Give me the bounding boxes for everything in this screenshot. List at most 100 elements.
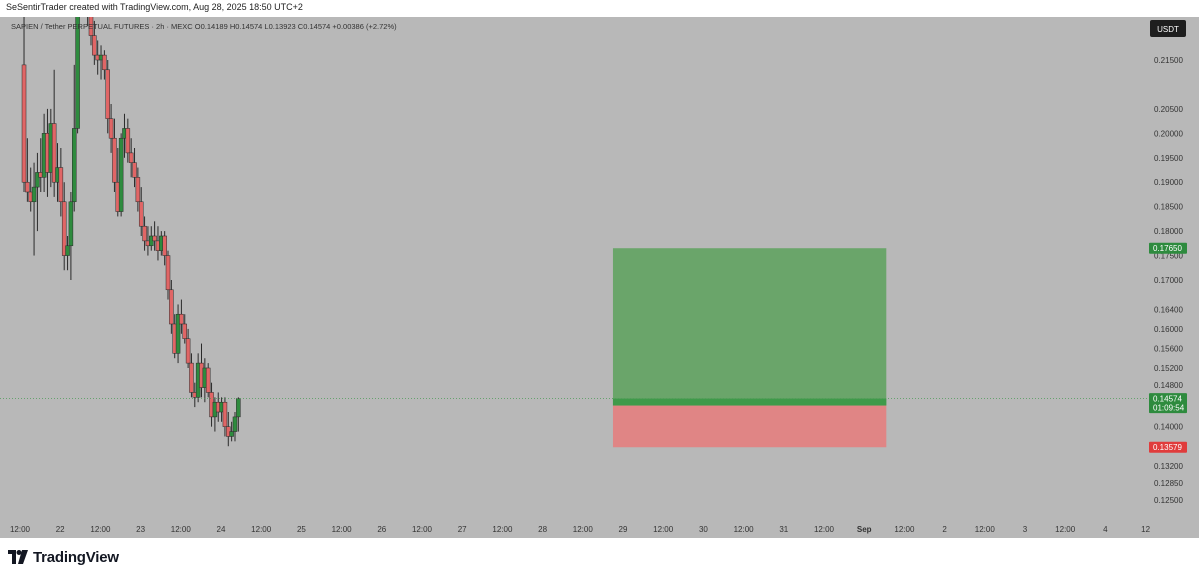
candle[interactable] xyxy=(236,397,241,432)
chart-legend: SAPIEN / Tether PERPETUAL FUTURES · 2h ·… xyxy=(11,22,397,31)
x-tick-label: 12:00 xyxy=(814,525,835,534)
candle[interactable] xyxy=(125,118,131,163)
y-tick-label: 0.14800 xyxy=(1154,381,1183,390)
stop-zone[interactable] xyxy=(612,405,887,448)
stop-price-badge: 0.13579 xyxy=(1149,441,1187,453)
y-tick-label: 0.20500 xyxy=(1154,105,1183,114)
candle-body xyxy=(229,431,234,437)
candle[interactable] xyxy=(71,64,77,212)
candle[interactable] xyxy=(61,182,67,271)
candle[interactable] xyxy=(138,187,144,236)
candle-body xyxy=(189,362,194,393)
x-tick-label: 2 xyxy=(942,525,947,534)
x-tick-label: 12:00 xyxy=(332,525,353,534)
candle[interactable] xyxy=(162,231,167,266)
candle[interactable] xyxy=(175,304,181,364)
y-tick-label: 0.13200 xyxy=(1154,462,1183,471)
candle-body xyxy=(102,54,107,71)
last-price-badge-countdown: 01:09:54 xyxy=(1153,404,1185,413)
candle[interactable] xyxy=(112,118,117,192)
candle[interactable] xyxy=(135,167,141,212)
candle-body xyxy=(185,338,191,364)
candle[interactable] xyxy=(179,299,184,334)
candle[interactable] xyxy=(35,152,40,232)
candle[interactable] xyxy=(169,280,174,334)
candle-body xyxy=(128,152,134,163)
candle-body xyxy=(92,35,97,56)
x-tick-label: 28 xyxy=(538,525,547,534)
x-tick-label: Sep xyxy=(857,525,872,534)
candle[interactable] xyxy=(58,148,64,217)
candle[interactable] xyxy=(108,104,114,153)
candle[interactable] xyxy=(232,412,238,442)
candle-body xyxy=(118,137,124,212)
candle[interactable] xyxy=(185,328,191,368)
candle-body xyxy=(112,137,117,183)
plot-background xyxy=(0,17,1199,538)
x-tick-label: 12:00 xyxy=(492,525,513,534)
candle-body xyxy=(232,416,238,432)
currency-badge-bg xyxy=(1150,20,1186,37)
currency-badge[interactable]: USDT xyxy=(1157,25,1179,34)
candle[interactable] xyxy=(31,162,37,256)
target-zone[interactable] xyxy=(612,248,887,406)
x-tick-label: 12:00 xyxy=(573,525,594,534)
candle[interactable] xyxy=(25,138,30,202)
x-tick-label: 12:00 xyxy=(734,525,755,534)
candle-body xyxy=(105,69,110,119)
candle[interactable] xyxy=(118,133,124,217)
candle-body xyxy=(51,123,57,183)
x-tick-label: 12:00 xyxy=(975,525,996,534)
candle-body xyxy=(108,118,114,139)
candle[interactable] xyxy=(142,216,147,251)
x-tick-label: 26 xyxy=(377,525,386,534)
candle[interactable] xyxy=(189,353,194,398)
candle[interactable] xyxy=(182,314,188,344)
candle-body xyxy=(236,398,241,418)
candle[interactable] xyxy=(165,250,171,300)
y-tick-label: 0.18000 xyxy=(1154,227,1183,236)
candle-body xyxy=(132,162,137,178)
x-tick-label: 12 xyxy=(1141,525,1150,534)
candle[interactable] xyxy=(102,50,107,80)
candle-body xyxy=(125,128,131,154)
candle[interactable] xyxy=(128,138,134,178)
y-tick-label: 0.17500 xyxy=(1154,252,1183,261)
candle[interactable] xyxy=(152,221,157,251)
candlestick-chart[interactable]: SAPIEN / Tether PERPETUAL FUTURES · 2h ·… xyxy=(0,0,1199,538)
y-tick-label: 0.15200 xyxy=(1154,364,1183,373)
y-tick-label: 0.18500 xyxy=(1154,203,1183,212)
candle[interactable] xyxy=(65,236,70,271)
x-tick-label: 12:00 xyxy=(894,525,915,534)
x-tick-label: 12:00 xyxy=(90,525,111,534)
footer: TradingView xyxy=(8,547,119,567)
candle[interactable] xyxy=(68,192,74,280)
y-tick-label: 0.21500 xyxy=(1154,56,1183,65)
candle-body xyxy=(175,313,181,354)
candle[interactable] xyxy=(132,148,137,188)
candle[interactable] xyxy=(51,69,57,197)
x-tick-label: 25 xyxy=(297,525,306,534)
y-tick-label: 0.14000 xyxy=(1154,423,1183,432)
candle[interactable] xyxy=(205,363,211,398)
candle[interactable] xyxy=(75,0,80,134)
candle-body xyxy=(71,128,77,203)
y-tick-label: 0.16400 xyxy=(1154,305,1183,314)
target-price-badge-label: 0.17650 xyxy=(1153,244,1182,253)
candle[interactable] xyxy=(21,6,27,192)
x-tick-label: 3 xyxy=(1023,525,1028,534)
chart-frame[interactable]: SAPIEN / Tether PERPETUAL FUTURES · 2h ·… xyxy=(0,0,1199,538)
candle[interactable] xyxy=(105,60,110,134)
target-price-badge: 0.17650 xyxy=(1149,242,1187,254)
candle-body xyxy=(35,172,40,188)
x-tick-label: 12:00 xyxy=(412,525,433,534)
candle[interactable] xyxy=(92,20,97,65)
y-tick-label: 0.16000 xyxy=(1154,325,1183,334)
y-tick-label: 0.19000 xyxy=(1154,178,1183,187)
candle-body xyxy=(182,323,188,339)
last-price-badge-label: 0.14574 xyxy=(1153,395,1182,404)
candle[interactable] xyxy=(222,397,228,437)
y-tick-label: 0.12850 xyxy=(1154,479,1183,488)
candle[interactable] xyxy=(229,421,234,442)
